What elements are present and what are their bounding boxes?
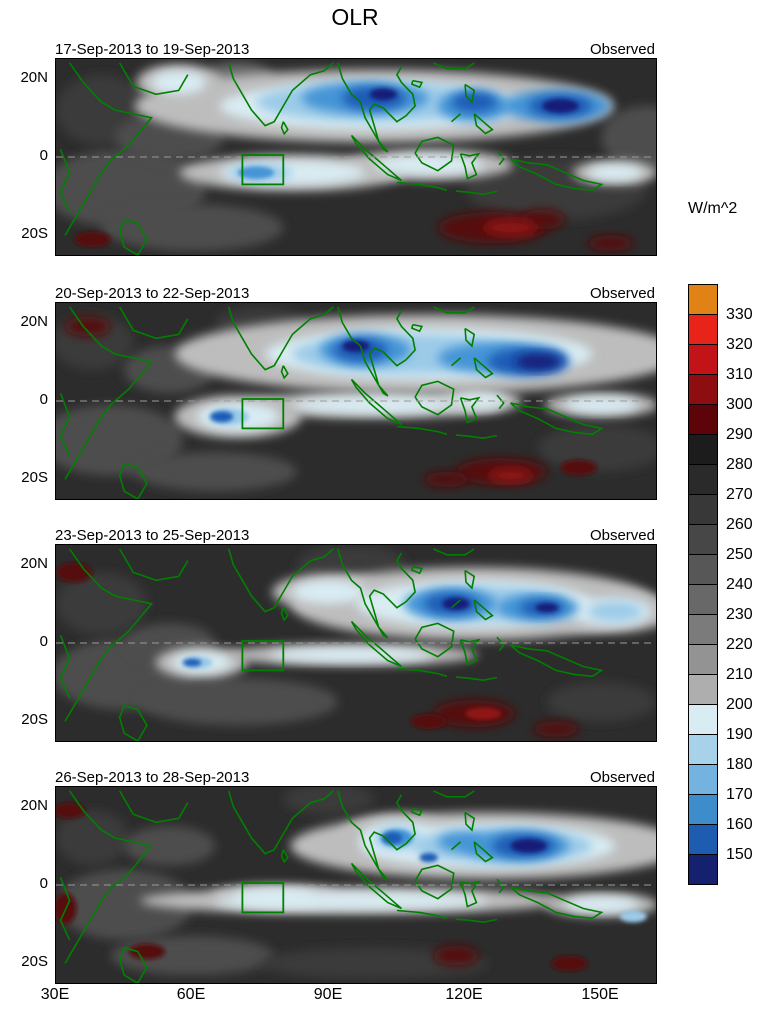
y-tick-label: 0 xyxy=(39,875,48,892)
colorbar-cell xyxy=(688,464,718,495)
colorbar-tick-label: 220 xyxy=(726,636,753,653)
x-tick-label: 120E xyxy=(445,986,483,1003)
colorbar-tick-label: 170 xyxy=(726,786,753,803)
colorbar-tick-label: 320 xyxy=(726,336,753,353)
olr-map-3 xyxy=(55,544,657,742)
colorbar-cell xyxy=(688,494,718,525)
panel-4: 26-Sep-2013 to 28-Sep-2013 Observed 20N 0… xyxy=(0,764,660,984)
x-axis: 30E 60E 90E 120E 150E xyxy=(41,986,655,1008)
y-tick-label: 0 xyxy=(39,391,48,408)
colorbar-tick-label: 250 xyxy=(726,546,753,563)
olr-map-4 xyxy=(55,786,657,984)
x-tick-label: 150E xyxy=(581,986,619,1003)
figure-title: OLR xyxy=(331,4,379,30)
panel-1-tag: Observed xyxy=(589,41,655,58)
colorbar-tick-label: 180 xyxy=(726,756,753,773)
colorbar-cell xyxy=(688,434,718,465)
panel-1-y-axis: 20N 0 20S xyxy=(0,58,55,256)
panel-3-tag: Observed xyxy=(589,527,655,544)
colorbar-cell xyxy=(688,284,718,315)
olr-map-2 xyxy=(55,302,657,500)
x-tick-label: 90E xyxy=(313,986,343,1003)
panel-2-title: 20-Sep-2013 to 22-Sep-2013 xyxy=(55,285,250,302)
colorbar-cell xyxy=(688,524,718,555)
colorbar-tick-label: 190 xyxy=(726,726,753,743)
colorbar-cell xyxy=(688,554,718,585)
colorbar-tick-label: 210 xyxy=(726,666,753,683)
colorbar-cell xyxy=(688,314,718,345)
panel-4-tag: Observed xyxy=(589,769,655,786)
panel-4-y-axis: 20N 0 20S xyxy=(0,786,55,984)
colorbar-cell xyxy=(688,614,718,645)
x-tick-label: 60E xyxy=(176,986,206,1003)
colorbar-tick-label: 230 xyxy=(726,606,753,623)
y-tick-label: 20N xyxy=(20,313,48,330)
y-tick-label: 20S xyxy=(21,711,48,728)
colorbar-cell xyxy=(688,794,718,825)
panel-2-y-axis: 20N 0 20S xyxy=(0,302,55,500)
colorbar-cell xyxy=(688,674,718,705)
olr-map-1 xyxy=(55,58,657,256)
colorbar-tick-label: 240 xyxy=(726,576,753,593)
colorbar-cells xyxy=(688,284,718,885)
colorbar-cell xyxy=(688,344,718,375)
colorbar-cell xyxy=(688,584,718,615)
colorbar-cell xyxy=(688,734,718,765)
y-tick-label: 0 xyxy=(39,147,48,164)
colorbar-tick-label: 280 xyxy=(726,456,753,473)
panel-3: 23-Sep-2013 to 25-Sep-2013 Observed 20N 0… xyxy=(0,522,660,742)
colorbar-tick-label: 290 xyxy=(726,426,753,443)
colorbar-cell xyxy=(688,764,718,795)
colorbar-units: W/m^2 xyxy=(688,200,738,217)
panel-1-title: 17-Sep-2013 to 19-Sep-2013 xyxy=(55,41,250,58)
panel-3-title: 23-Sep-2013 to 25-Sep-2013 xyxy=(55,527,250,544)
panel-2-tag: Observed xyxy=(589,285,655,302)
y-tick-label: 20S xyxy=(21,953,48,970)
colorbar-tick-label: 310 xyxy=(726,366,753,383)
colorbar-tick-label: 150 xyxy=(726,846,753,863)
panel-1: 17-Sep-2013 to 19-Sep-2013 Observed 20N 0… xyxy=(0,36,660,256)
colorbar-cell xyxy=(688,854,718,885)
colorbar-labels: 330 320 310 300 290 280 270 260 250 240 230 220 210 2… xyxy=(726,285,778,905)
colorbar-cell xyxy=(688,704,718,735)
colorbar-cell xyxy=(688,644,718,675)
y-tick-label: 0 xyxy=(39,633,48,650)
colorbar-cell xyxy=(688,404,718,435)
y-tick-label: 20S xyxy=(21,469,48,486)
colorbar-cell xyxy=(688,374,718,405)
y-tick-label: 20N xyxy=(20,69,48,86)
y-tick-label: 20S xyxy=(21,225,48,242)
panel-4-title: 26-Sep-2013 to 28-Sep-2013 xyxy=(55,769,250,786)
colorbar-tick-label: 330 xyxy=(726,306,753,323)
colorbar-tick-label: 160 xyxy=(726,816,753,833)
x-tick-label: 30E xyxy=(40,986,70,1003)
colorbar-tick-label: 200 xyxy=(726,696,753,713)
colorbar-cell xyxy=(688,824,718,855)
y-tick-label: 20N xyxy=(20,555,48,572)
y-tick-label: 20N xyxy=(20,797,48,814)
panel-2: 20-Sep-2013 to 22-Sep-2013 Observed 20N 0… xyxy=(0,280,660,500)
colorbar-tick-label: 270 xyxy=(726,486,753,503)
colorbar-tick-label: 260 xyxy=(726,516,753,533)
panel-3-y-axis: 20N 0 20S xyxy=(0,544,55,742)
colorbar-tick-label: 300 xyxy=(726,396,753,413)
